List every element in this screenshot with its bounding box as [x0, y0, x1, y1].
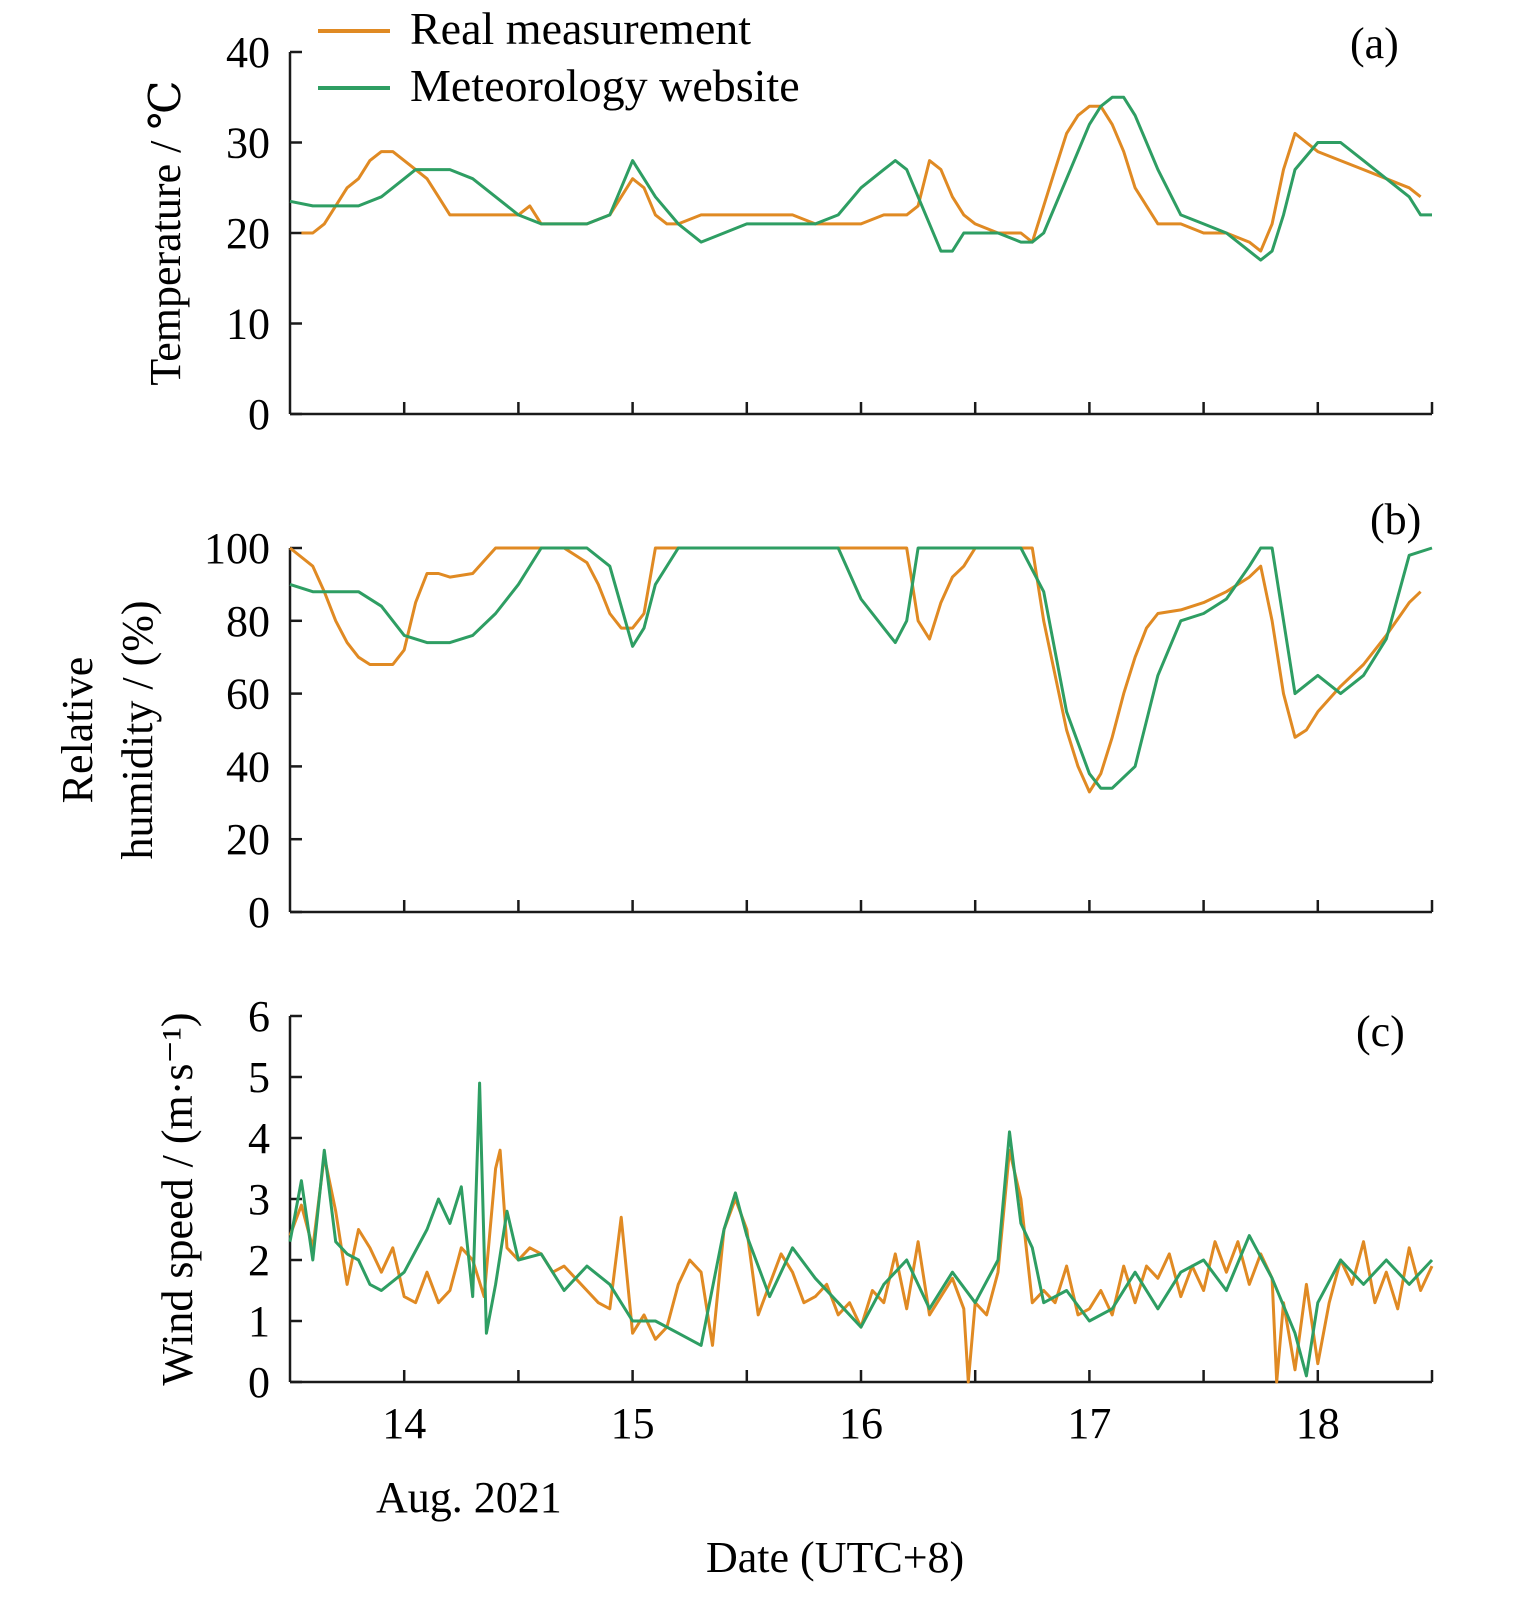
y-axis-label: Temperature / ℃: [141, 80, 190, 385]
legend-label-website: Meteorology website: [410, 60, 800, 111]
x-tick-label: 18: [1296, 1399, 1340, 1448]
y-tick-label: 2: [248, 1236, 270, 1285]
y-axis-label: humidity / (%): [113, 600, 162, 859]
series-line-website: [289, 546, 1433, 790]
panel-label: (c): [1356, 1007, 1405, 1056]
legend: Real measurement Meteorology website: [318, 3, 800, 111]
y-tick-label: 0: [248, 1358, 270, 1407]
x-tick-labels: 14 15 16 17 18: [382, 1399, 1340, 1448]
panel-b-humidity: 0 20 40 60 80 100 (b) Relative humidity / (%): [53, 495, 1434, 937]
y-tick-label: 0: [248, 888, 270, 937]
y-tick-label: 10: [226, 300, 270, 349]
y-tick-label: 20: [226, 815, 270, 864]
y-tick-label: 0: [248, 390, 270, 439]
y-tick-label: 5: [248, 1053, 270, 1102]
y-tick-label: 20: [226, 209, 270, 258]
panel-a-temperature: 0 10 20 30 40 (a) Temperature / ℃: [141, 19, 1434, 439]
y-tick-label: 100: [204, 524, 270, 573]
panel-label: (b): [1370, 495, 1421, 544]
y-tick-label: 1: [248, 1297, 270, 1346]
y-axis-label: Relative: [53, 657, 102, 804]
x-tick-label: 16: [839, 1399, 883, 1448]
y-tick-label: 6: [248, 992, 270, 1041]
y-tick-label: 4: [248, 1114, 270, 1163]
series-line-website: [289, 95, 1432, 262]
y-tick-label: 30: [226, 119, 270, 168]
y-tick-label: 40: [226, 28, 270, 77]
y-tick-label: 60: [226, 670, 270, 719]
y-tick-label: 40: [226, 742, 270, 791]
legend-label-real: Real measurement: [410, 3, 751, 54]
x-tick-label: 14: [382, 1399, 426, 1448]
y-tick-label: 3: [248, 1175, 270, 1224]
x-axis-label: Date (UTC+8): [706, 1533, 964, 1582]
series-line-real: [288, 1148, 1434, 1384]
series-line-website: [288, 1081, 1434, 1378]
y-tick-label: 80: [226, 597, 270, 646]
x-tick-label: 17: [1067, 1399, 1111, 1448]
x-tick-label: 15: [611, 1399, 655, 1448]
panel-label: (a): [1350, 19, 1399, 68]
x-sub-label: Aug. 2021: [376, 1473, 562, 1522]
panel-c-wind-speed: 0 1 2 3 4 5 6 (c) Wind speed / (m·s⁻¹): [153, 992, 1434, 1407]
y-axis-label: Wind speed / (m·s⁻¹): [153, 1012, 202, 1385]
